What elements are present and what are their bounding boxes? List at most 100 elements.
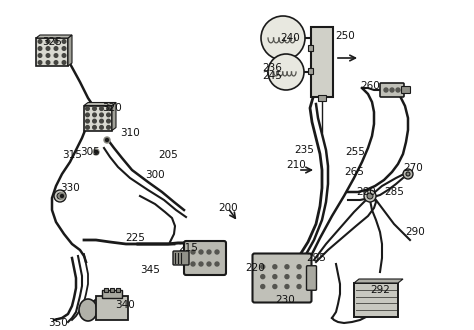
Text: 350: 350 — [48, 318, 68, 328]
FancyBboxPatch shape — [96, 296, 128, 320]
Text: 255: 255 — [345, 147, 365, 157]
Ellipse shape — [79, 299, 97, 321]
FancyBboxPatch shape — [380, 83, 404, 97]
Circle shape — [261, 284, 265, 288]
FancyBboxPatch shape — [102, 290, 122, 298]
Circle shape — [46, 40, 50, 43]
Polygon shape — [68, 35, 72, 66]
Circle shape — [364, 190, 376, 202]
Text: 330: 330 — [60, 183, 80, 193]
FancyBboxPatch shape — [104, 288, 108, 292]
Circle shape — [54, 190, 66, 202]
Circle shape — [390, 88, 394, 92]
Circle shape — [297, 284, 301, 288]
Circle shape — [285, 265, 289, 269]
Circle shape — [273, 265, 277, 269]
Circle shape — [93, 119, 96, 123]
Circle shape — [62, 61, 66, 64]
Text: 345: 345 — [140, 265, 160, 275]
Circle shape — [100, 107, 103, 111]
Text: 310: 310 — [120, 128, 140, 138]
Circle shape — [93, 149, 99, 155]
Circle shape — [86, 119, 89, 123]
Polygon shape — [354, 279, 403, 283]
Text: 280: 280 — [356, 187, 376, 197]
Text: 220: 220 — [245, 263, 265, 273]
Circle shape — [46, 47, 50, 50]
Circle shape — [107, 126, 110, 129]
Text: 340: 340 — [115, 300, 135, 310]
FancyBboxPatch shape — [308, 45, 313, 50]
Circle shape — [86, 107, 89, 111]
FancyBboxPatch shape — [116, 288, 120, 292]
Circle shape — [93, 126, 96, 129]
Circle shape — [384, 88, 388, 92]
Text: 235: 235 — [294, 145, 314, 155]
Text: 215: 215 — [178, 243, 198, 253]
Circle shape — [54, 47, 58, 50]
Circle shape — [46, 61, 50, 64]
Circle shape — [403, 169, 413, 179]
FancyBboxPatch shape — [173, 251, 189, 265]
Circle shape — [273, 275, 277, 279]
Circle shape — [100, 119, 103, 123]
Circle shape — [93, 107, 96, 111]
Circle shape — [215, 262, 219, 266]
Text: 305: 305 — [80, 147, 100, 157]
Circle shape — [107, 119, 110, 123]
Circle shape — [59, 193, 65, 199]
Text: 210: 210 — [286, 160, 306, 170]
Circle shape — [57, 193, 63, 199]
Circle shape — [62, 40, 66, 43]
Text: 240: 240 — [280, 33, 300, 43]
Circle shape — [261, 275, 265, 279]
FancyBboxPatch shape — [110, 288, 114, 292]
Circle shape — [273, 284, 277, 288]
FancyBboxPatch shape — [354, 283, 398, 317]
FancyBboxPatch shape — [318, 95, 326, 101]
FancyBboxPatch shape — [308, 68, 313, 74]
Circle shape — [38, 47, 42, 50]
Text: 200: 200 — [218, 203, 238, 213]
Text: 292: 292 — [370, 285, 390, 295]
Circle shape — [199, 250, 203, 254]
FancyBboxPatch shape — [401, 86, 410, 93]
Circle shape — [46, 54, 50, 57]
Circle shape — [285, 275, 289, 279]
Text: 205: 205 — [158, 150, 178, 160]
Circle shape — [396, 88, 400, 92]
Circle shape — [54, 61, 58, 64]
Polygon shape — [36, 35, 72, 38]
Circle shape — [104, 137, 110, 143]
Circle shape — [207, 250, 211, 254]
Text: 265: 265 — [344, 167, 364, 177]
Circle shape — [86, 126, 89, 129]
Text: 260: 260 — [360, 81, 380, 91]
FancyBboxPatch shape — [184, 241, 226, 275]
Polygon shape — [84, 103, 116, 106]
Circle shape — [86, 113, 89, 117]
FancyBboxPatch shape — [307, 266, 317, 290]
Circle shape — [268, 54, 304, 90]
Circle shape — [100, 126, 103, 129]
Circle shape — [215, 250, 219, 254]
Circle shape — [106, 139, 109, 142]
Circle shape — [38, 40, 42, 43]
Circle shape — [38, 61, 42, 64]
Circle shape — [93, 113, 96, 117]
Text: 320: 320 — [102, 103, 122, 113]
Circle shape — [207, 262, 211, 266]
Circle shape — [54, 54, 58, 57]
FancyBboxPatch shape — [36, 38, 68, 66]
Circle shape — [191, 250, 195, 254]
FancyBboxPatch shape — [84, 106, 112, 130]
Circle shape — [107, 113, 110, 117]
Circle shape — [261, 16, 305, 60]
FancyBboxPatch shape — [311, 27, 333, 97]
Circle shape — [191, 262, 195, 266]
Circle shape — [107, 107, 110, 111]
Circle shape — [62, 54, 66, 57]
Text: 245: 245 — [262, 71, 282, 81]
FancyBboxPatch shape — [253, 253, 311, 303]
Circle shape — [297, 265, 301, 269]
